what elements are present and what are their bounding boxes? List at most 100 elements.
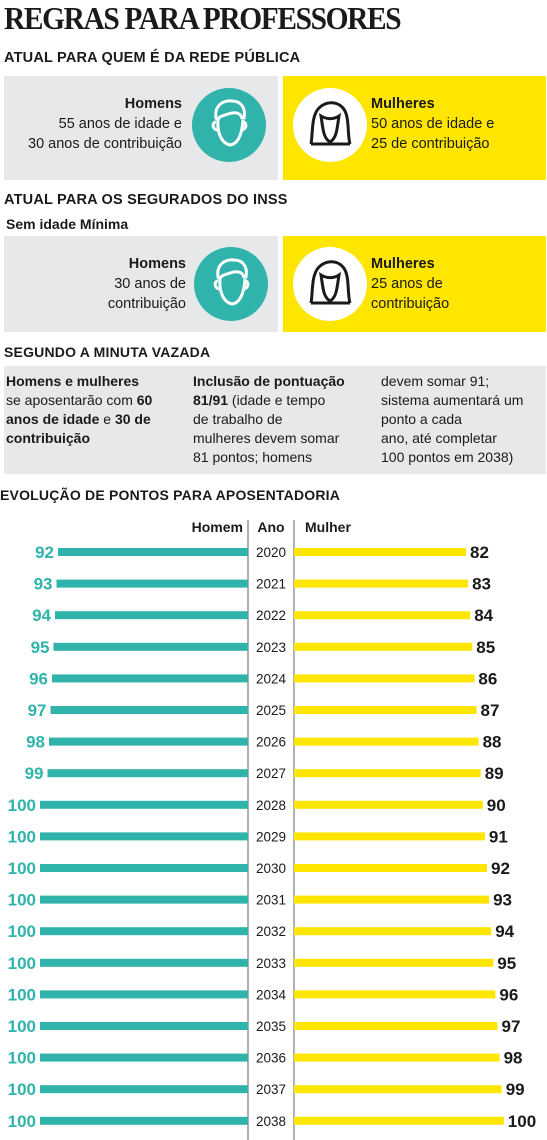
woman-face-icon: [293, 88, 367, 162]
year-label: 2025: [256, 703, 286, 718]
women-bar: [294, 1053, 500, 1062]
women-value: 94: [495, 922, 514, 941]
section3-box: Homens e mulheres se aposentarão com 60 …: [4, 366, 546, 474]
year-label: 2024: [256, 671, 287, 686]
men-bar: [55, 611, 248, 620]
man-face-icon: [194, 247, 268, 321]
section3-col1-b1: 60: [136, 392, 153, 408]
men-value: 94: [32, 606, 51, 625]
section1-women-title: Mulheres: [371, 96, 435, 112]
men-value: 98: [26, 733, 45, 752]
women-value: 95: [497, 954, 516, 973]
section3-col2-l2: de trabalho de: [193, 411, 283, 427]
section3-col3-l3: ponto a cada: [381, 411, 462, 427]
men-bar: [47, 769, 248, 778]
women-value: 90: [487, 796, 506, 815]
section3-col3-l4: ano, até completar: [381, 430, 497, 446]
women-bar: [294, 1085, 502, 1094]
men-bar: [58, 548, 248, 556]
section3-heading: SEGUNDO A MINUTA VAZADA: [4, 344, 211, 360]
women-value: 99: [506, 1080, 525, 1099]
section1-men-box: Homens 55 anos de idade e 30 anos de con…: [4, 76, 278, 180]
men-bar: [40, 895, 248, 904]
women-bar: [294, 706, 477, 714]
men-value: 100: [8, 827, 36, 846]
section3-col1-title: Homens e mulheres: [6, 373, 140, 389]
women-value: 86: [478, 669, 497, 688]
women-value: 93: [493, 891, 512, 910]
women-value: 84: [474, 606, 493, 625]
men-bar: [40, 1085, 248, 1094]
women-bar: [294, 958, 494, 967]
women-bar: [294, 674, 475, 683]
section2-women-line1: 25 anos de: [371, 276, 443, 292]
men-value: 100: [8, 859, 36, 878]
men-value: 100: [8, 922, 36, 941]
women-bar: [294, 611, 471, 620]
year-label: 2021: [256, 577, 286, 592]
women-bar: [294, 642, 473, 651]
men-value: 100: [8, 1112, 36, 1131]
section3-col3-l2: sistema aumentará um: [381, 392, 524, 408]
men-bar: [40, 800, 248, 809]
women-value: 97: [502, 1017, 521, 1036]
section1-women-line2: 25 de contribuição: [371, 136, 490, 152]
women-bar: [294, 832, 485, 841]
man-face-icon: [192, 88, 266, 162]
women-bar: [294, 1116, 504, 1125]
men-value: 100: [8, 1049, 36, 1068]
points-chart: Homem Ano Mulher 92 2020 82 93 2021 83 94 2022 8…: [8, 519, 536, 1140]
year-label: 2023: [256, 640, 286, 655]
men-bar: [40, 1053, 248, 1062]
section3-col1-t1: se aposentarão com: [6, 392, 137, 408]
section1-men-text: Homens 55 anos de idade e 30 anos de con…: [28, 94, 182, 154]
men-bar: [40, 1116, 248, 1125]
women-bar: [294, 1022, 498, 1030]
section2-women-line2: contribuição: [371, 296, 450, 312]
section1-women-box: Mulheres 50 anos de idade e 25 de contri…: [283, 76, 546, 180]
women-bar: [294, 927, 492, 936]
men-value: 96: [29, 669, 48, 688]
header-men: Homem: [192, 519, 243, 535]
women-value: 82: [470, 543, 489, 562]
men-value: 93: [34, 575, 53, 594]
year-label: 2037: [256, 1082, 286, 1097]
women-value: 85: [476, 638, 495, 657]
year-label: 2031: [256, 893, 286, 908]
section3-col2-l4: 81 pontos; homens: [193, 449, 313, 465]
men-bar: [40, 864, 248, 872]
section2-men-text: Homens 30 anos de contribuição: [108, 254, 186, 314]
men-value: 100: [8, 1080, 36, 1099]
year-label: 2029: [256, 829, 286, 844]
men-value: 92: [35, 543, 54, 562]
section3-col1-b4: contribuição: [6, 430, 91, 446]
year-label: 2028: [256, 798, 286, 813]
section3-col1-t2: e: [99, 411, 115, 427]
men-bar: [40, 1022, 248, 1030]
men-value: 100: [8, 1017, 36, 1036]
section2-men-box: Homens 30 anos de contribuição: [4, 236, 278, 332]
men-value: 100: [8, 954, 36, 973]
section2-subheading: Sem idade Mínima: [6, 216, 129, 232]
women-value: 88: [483, 733, 502, 752]
women-value: 96: [499, 985, 518, 1004]
section3-col2-l1: (idade e tempo: [228, 392, 326, 408]
section3-col3: devem somar 91; sistema aumentará um pon…: [381, 372, 546, 467]
section2-men-title: Homens: [128, 256, 186, 272]
year-label: 2022: [256, 608, 286, 623]
section1-men-line2: 30 anos de contribuição: [28, 136, 182, 152]
woman-face-icon: [293, 247, 367, 321]
header-women: Mulher: [305, 519, 351, 535]
section3-col2-l3: mulheres devem somar: [193, 430, 340, 446]
section3-col3-l1: devem somar 91;: [381, 373, 490, 389]
women-value: 92: [491, 859, 510, 878]
section2-heading: ATUAL PARA OS SEGURADOS DO INSS: [4, 192, 288, 208]
women-bar: [294, 548, 466, 556]
men-bar: [40, 958, 248, 967]
year-label: 2038: [256, 1114, 286, 1129]
women-bar: [294, 895, 490, 904]
men-value: 100: [8, 796, 36, 815]
women-bar: [294, 990, 496, 999]
men-value: 97: [28, 701, 47, 720]
section1-men-line1: 55 anos de idade e: [58, 116, 182, 132]
